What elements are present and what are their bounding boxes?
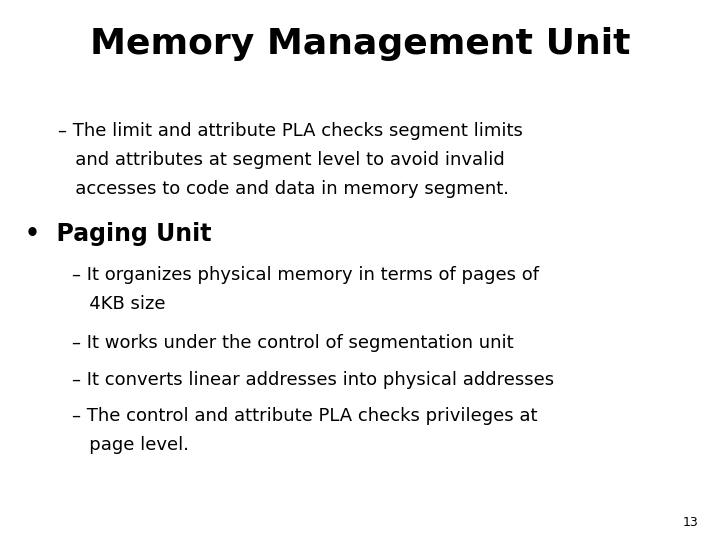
Text: 13: 13 [683, 516, 698, 529]
Text: 4KB size: 4KB size [72, 295, 166, 313]
Text: page level.: page level. [72, 436, 189, 455]
Text: Memory Management Unit: Memory Management Unit [90, 27, 630, 61]
Text: •  Paging Unit: • Paging Unit [25, 222, 212, 246]
Text: – It works under the control of segmentation unit: – It works under the control of segmenta… [72, 334, 513, 352]
Text: – It organizes physical memory in terms of pages of: – It organizes physical memory in terms … [72, 266, 539, 284]
Text: – The control and attribute PLA checks privileges at: – The control and attribute PLA checks p… [72, 407, 538, 426]
Text: – It converts linear addresses into physical addresses: – It converts linear addresses into phys… [72, 370, 554, 389]
Text: – The limit and attribute PLA checks segment limits: – The limit and attribute PLA checks seg… [58, 122, 523, 139]
Text: and attributes at segment level to avoid invalid: and attributes at segment level to avoid… [58, 151, 504, 168]
Text: accesses to code and data in memory segment.: accesses to code and data in memory segm… [58, 180, 508, 198]
